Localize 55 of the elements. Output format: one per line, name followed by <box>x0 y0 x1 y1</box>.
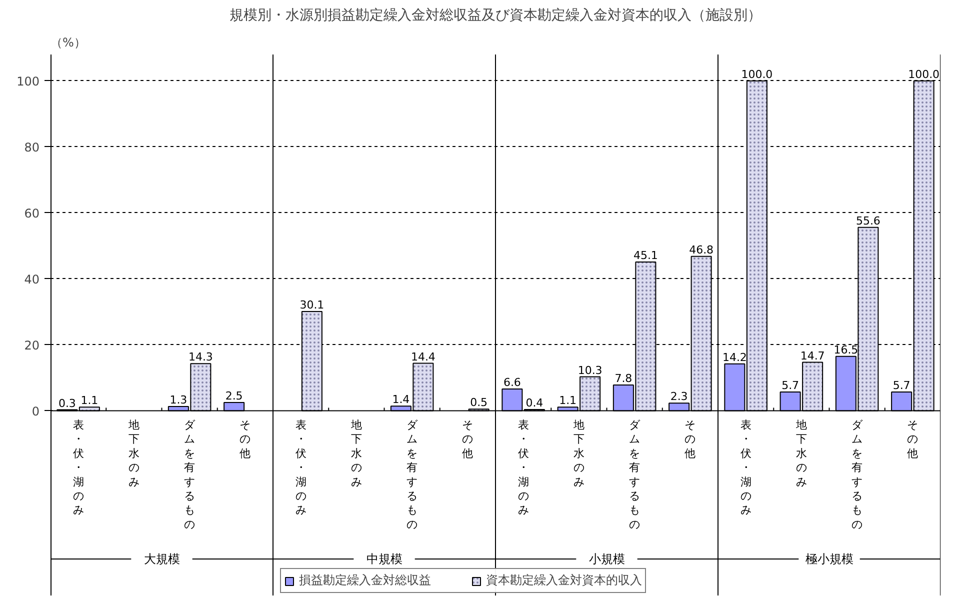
chart-title: 規模別・水源別損益勘定繰入金対総収益及び資本勘定繰入金対資本的収入（施設別） <box>230 8 762 24</box>
data-label: 16.5 <box>834 343 858 356</box>
data-label: 0.4 <box>526 396 544 410</box>
x-tick-label: 地下水のみ <box>350 418 362 488</box>
x-tick-label: 表・伏・湖のみ <box>740 418 752 517</box>
x-tick-label: その他 <box>240 418 251 460</box>
data-label: 1.1 <box>80 394 98 408</box>
data-label: 1.4 <box>392 393 410 406</box>
y-tick-label: 80 <box>24 140 40 154</box>
data-label: 5.7 <box>782 378 800 392</box>
data-label: 2.3 <box>670 390 688 404</box>
x-tick-label: 地下水のみ <box>794 418 807 488</box>
y-tick-label: 20 <box>24 338 40 352</box>
x-tick-label: 表・伏・湖のみ <box>72 418 84 517</box>
data-label: 14.2 <box>722 350 747 364</box>
x-tick-label: ダムを有するもの <box>852 418 864 531</box>
x-tick-label: その他 <box>462 418 474 460</box>
y-tick-label: 60 <box>24 206 40 220</box>
y-tick-label: 100 <box>16 74 40 88</box>
legend-label: 損益勘定繰入金対総収益 <box>299 572 431 589</box>
x-tick-label: ダムを有するもの <box>629 418 642 531</box>
text: 大規模 <box>144 552 180 566</box>
x-tick-label: ダムを有するもの <box>184 418 196 531</box>
data-label: 46.8 <box>689 243 714 256</box>
x-tick-label: 表・伏・湖のみ <box>518 418 529 517</box>
data-label: 6.6 <box>503 376 521 389</box>
legend-label: 資本勘定繰入金対資本的収入 <box>486 572 642 589</box>
data-label: 1.3 <box>170 393 188 406</box>
y-tick-label: 40 <box>24 272 40 286</box>
data-label: 100.0 <box>908 68 940 81</box>
data-label: 100.0 <box>741 68 773 81</box>
text: 小規模 <box>588 552 625 566</box>
x-tick-label: 地下水のみ <box>572 418 584 488</box>
y-tick-label: 0 <box>32 404 40 418</box>
x-tick-label: 表・伏・湖のみ <box>295 418 306 517</box>
data-label: 14.3 <box>188 350 213 364</box>
data-label: 45.1 <box>633 248 658 262</box>
data-label: 14.7 <box>800 349 825 362</box>
text: 極小規模 <box>805 552 854 566</box>
data-label: 1.1 <box>559 394 577 408</box>
x-tick-label: ダムを有するもの <box>406 418 419 531</box>
data-label: 30.1 <box>300 298 324 312</box>
data-label: 5.7 <box>892 378 910 392</box>
data-label: 7.8 <box>614 372 632 386</box>
data-label: 55.6 <box>856 214 880 228</box>
data-label: 0.5 <box>470 396 488 410</box>
data-label: 14.4 <box>410 350 436 364</box>
x-tick-label: その他 <box>907 418 918 460</box>
data-label: 10.3 <box>578 364 602 377</box>
x-tick-label: その他 <box>684 418 696 460</box>
y-axis-title: （%） <box>50 36 86 50</box>
data-label: 0.3 <box>58 396 76 410</box>
data-label: 2.5 <box>225 390 243 403</box>
x-tick-label: 地下水のみ <box>127 418 140 488</box>
text: 中規模 <box>366 552 402 566</box>
